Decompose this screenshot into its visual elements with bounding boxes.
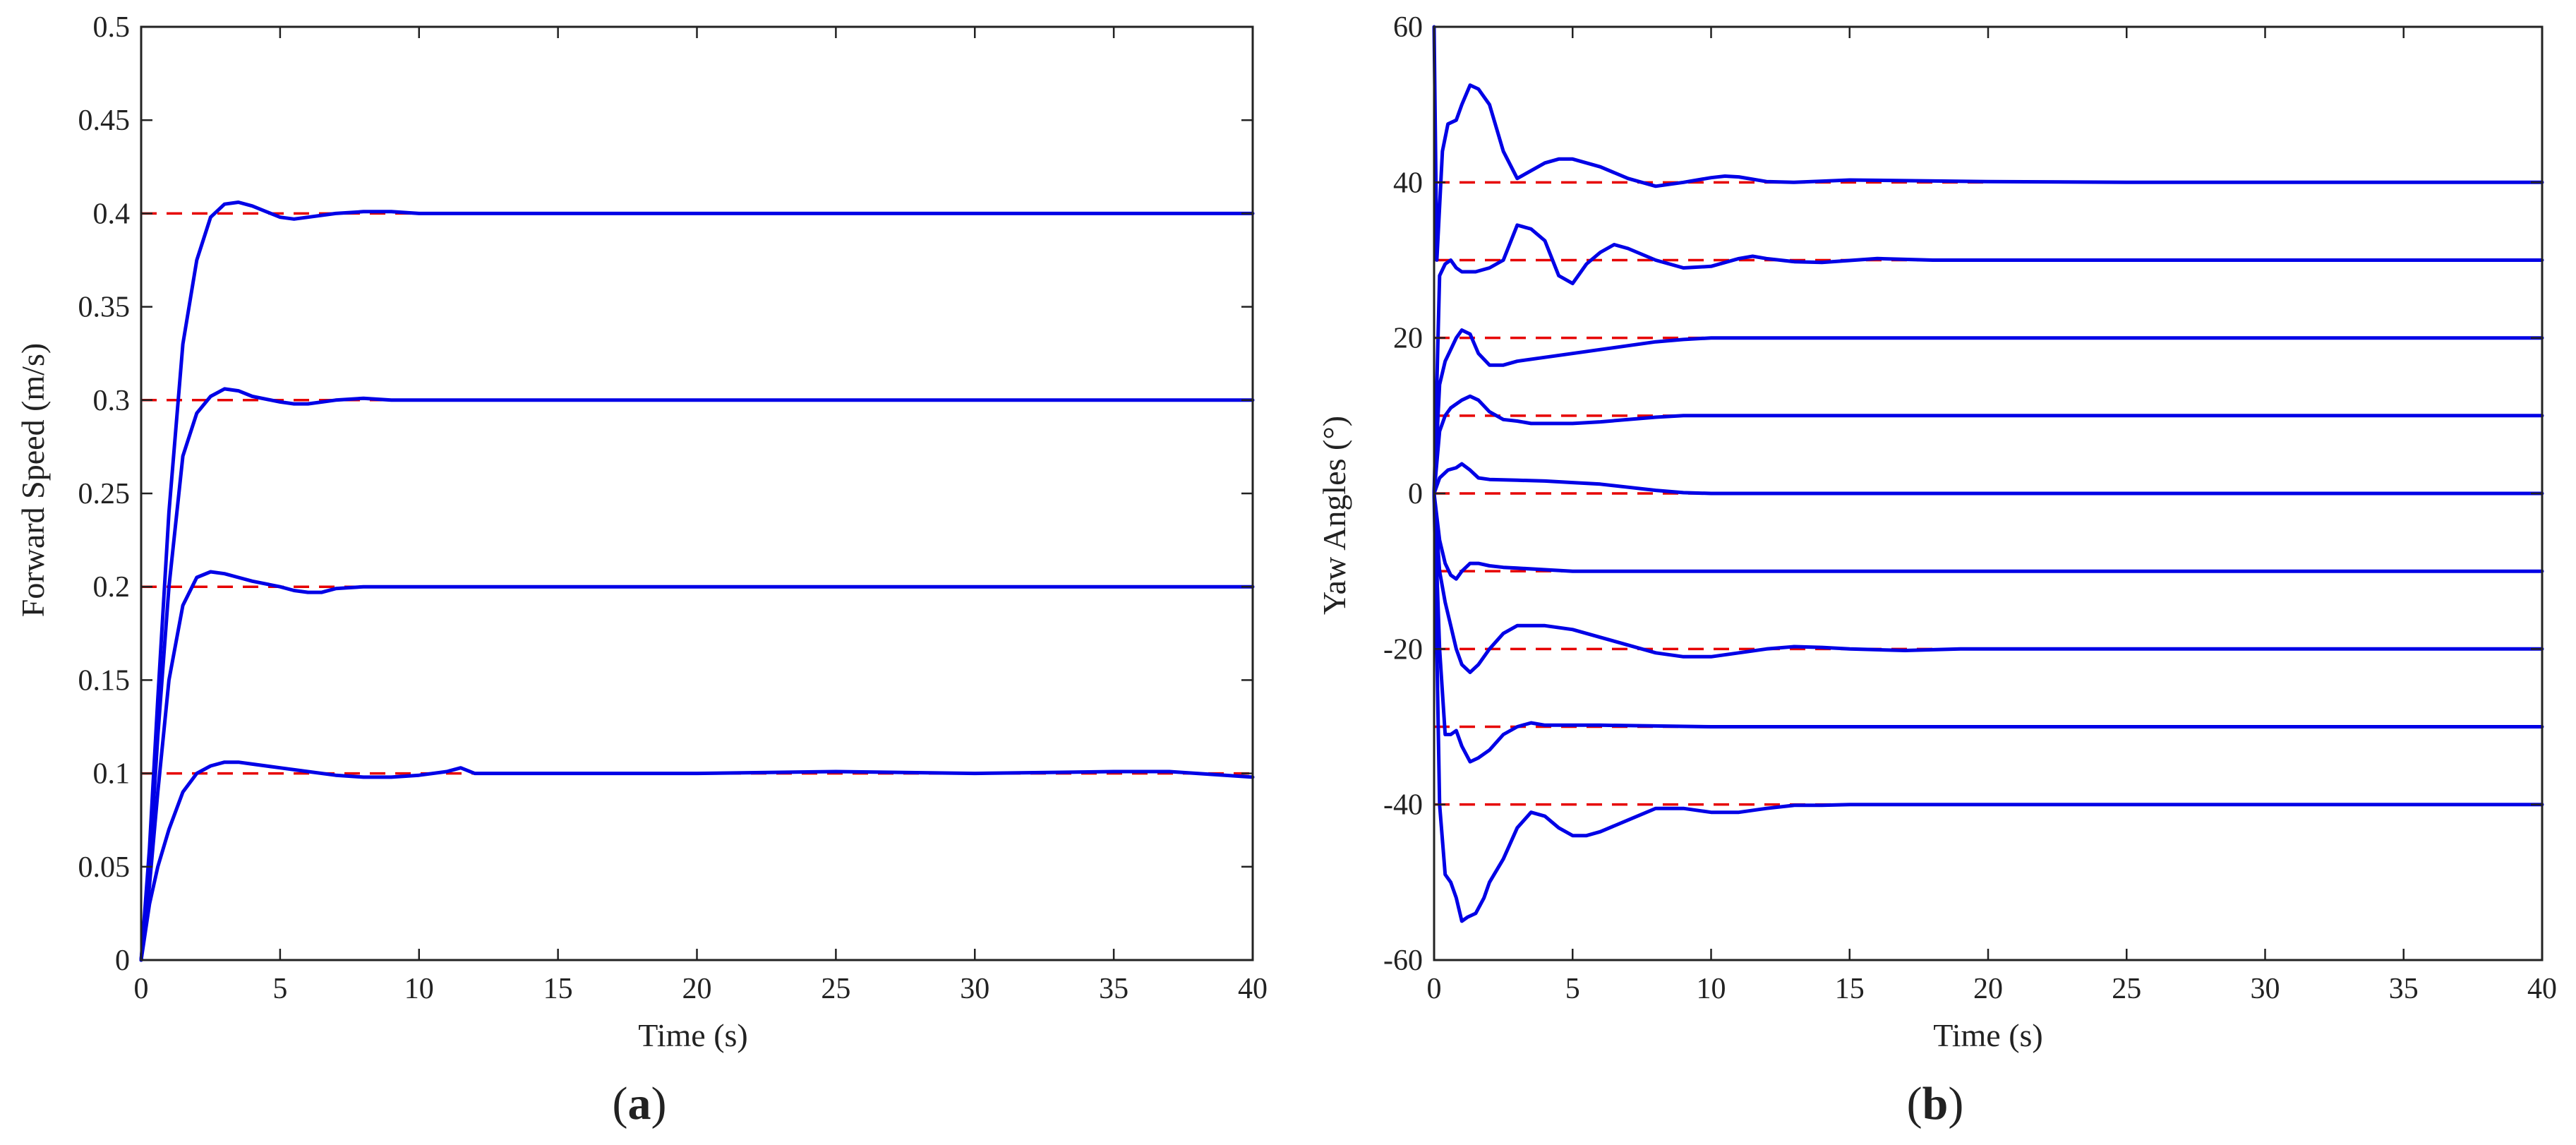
panel-b-x-ticks: 0 5 10 15 20 25 30 35 40: [1427, 27, 2557, 1005]
panel-a-x-tick-label: 15: [543, 973, 573, 1005]
panel-b-x-tick-label: 30: [2251, 973, 2280, 1005]
panel-b-x-tick-label: 15: [1835, 973, 1865, 1005]
panel-a-y-tick-label: 0.5: [93, 11, 131, 44]
panel-a-x-axis-label: Time (s): [638, 1017, 748, 1053]
panel-a-x-tick-label: 30: [960, 973, 989, 1005]
panel-b-series-line: [1432, 491, 2544, 674]
panel-b-series-line: [1432, 491, 2544, 581]
panel-a-chart: 0 5 10 15 20 25 30 35 40 00.050.10.150.20.250.30…: [15, 11, 1268, 1129]
panel-a-x-tick-label: 40: [1238, 973, 1268, 1005]
panel-a-y-tick-label: 0.25: [78, 478, 131, 510]
panel-a-y-ticks: 0 0.05 0.1 0.15 0.2 0.25 0.3 0.35 0.4 0.45 0.5: [78, 11, 1253, 977]
panel-a-y-axis-label: Forward Speed (m/s): [15, 343, 51, 617]
panel-a-x-tick-label: 0: [134, 973, 149, 1005]
panel-a-series-line: [139, 760, 1255, 962]
panel-a-y-tick-label: 0: [115, 945, 130, 977]
panel-a-label: (a): [613, 1078, 667, 1129]
panel-a-series-line: [139, 200, 1255, 962]
panel-b-series-group: [1432, 25, 2544, 923]
panel-b-y-ticks: -60 -40 -20 0 20 40 60: [1383, 11, 2542, 977]
panel-b-x-axis-label: Time (s): [1933, 1017, 2043, 1053]
panel-b-x-tick-label: 40: [2527, 973, 2557, 1005]
panel-b-y-tick-label: -40: [1383, 789, 1423, 822]
panel-b-y-tick-label: 20: [1393, 323, 1423, 355]
panel-a-y-tick-label: 0.1: [93, 758, 131, 791]
panel-b-x-tick-label: 25: [2112, 973, 2141, 1005]
panel-b-series-line: [1432, 491, 2544, 764]
panel-a-x-tick-label: 5: [272, 973, 287, 1005]
panel-b-series-line: [1432, 328, 2544, 496]
panel-b-y-tick-label: 60: [1393, 11, 1423, 44]
panel-a-series-line: [139, 570, 1255, 962]
panel-a-series-group: [139, 200, 1255, 962]
panel-a-x-ticks: 0 5 10 15 20 25 30 35 40: [134, 27, 1268, 1005]
panel-b-y-tick-label: -60: [1383, 945, 1423, 977]
panel-a-y-tick-label: 0.4: [93, 198, 131, 230]
panel-a-x-tick-label: 35: [1099, 973, 1128, 1005]
panel-b-series-line: [1432, 223, 2544, 496]
panel-b-chart: 0 5 10 15 20 25 30 35 40 -60 -40 -20 0 20 40 60 Time (…: [1316, 11, 2557, 1129]
panel-a-y-tick-label: 0.2: [93, 571, 131, 604]
panel-b-y-axis-label: Yaw Angles (°): [1316, 416, 1352, 615]
panel-b-x-tick-label: 10: [1697, 973, 1726, 1005]
panel-a-series-line: [139, 387, 1255, 962]
panel-b-series-line: [1432, 491, 2544, 923]
panel-a-y-tick-label: 0.3: [93, 385, 131, 417]
panel-b-series-line: [1432, 394, 2544, 496]
panel-a-y-tick-label: 0.35: [78, 292, 131, 324]
panel-b-series-line: [1432, 462, 2544, 496]
panel-b-x-tick-label: 35: [2389, 973, 2419, 1005]
panel-a-y-tick-label: 0.05: [78, 851, 131, 884]
panel-a-x-tick-label: 10: [404, 973, 434, 1005]
panel-b-y-tick-label: -20: [1383, 633, 1423, 666]
panel-b-y-tick-label: 40: [1393, 167, 1423, 199]
panel-b-series-line: [1432, 25, 2544, 262]
panel-a-y-tick-label: 0.15: [78, 664, 131, 697]
panel-a-x-tick-label: 20: [682, 973, 712, 1005]
panel-b-x-tick-label: 5: [1565, 973, 1580, 1005]
panel-a-y-tick-label: 0.45: [78, 104, 131, 137]
panel-b-x-tick-label: 0: [1427, 973, 1442, 1005]
panel-b-y-tick-label: 0: [1408, 478, 1423, 510]
panel-b-x-tick-label: 20: [1973, 973, 2003, 1005]
panel-b-label: (b): [1907, 1078, 1964, 1129]
panel-a-x-tick-label: 25: [821, 973, 850, 1005]
